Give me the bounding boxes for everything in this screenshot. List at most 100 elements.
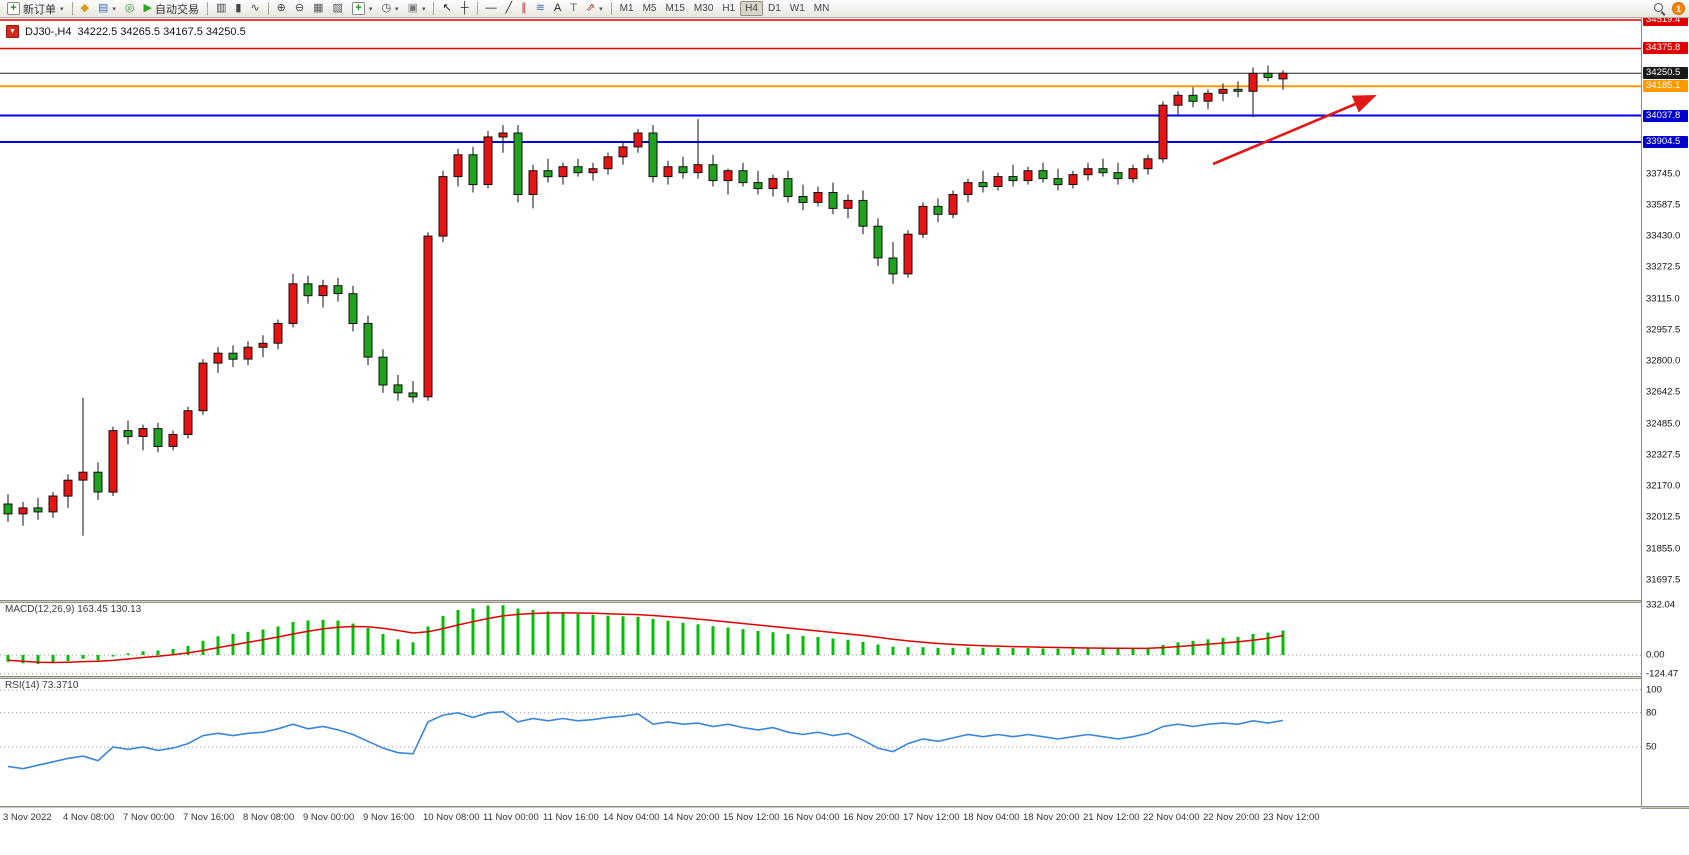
crosshair-button[interactable]: ┼ <box>457 1 473 17</box>
candle <box>588 162 598 181</box>
notification-badge[interactable]: 1 <box>1672 2 1685 15</box>
candle <box>1158 101 1168 163</box>
trendline-button[interactable]: ╱ <box>502 1 517 17</box>
horizontal-line-button[interactable]: — <box>482 1 501 17</box>
timeframe-w1-button[interactable]: W1 <box>786 1 809 16</box>
timeframe-h4-button[interactable]: H4 <box>740 1 763 16</box>
indicators-button[interactable]: + ▾ <box>348 1 377 17</box>
candle <box>693 119 703 179</box>
profiles-button[interactable]: ▤ ▾ <box>94 1 120 17</box>
arrange-windows-icon: ▧ <box>332 2 343 14</box>
timeframe-mn-button[interactable]: MN <box>810 1 834 16</box>
candle <box>453 148 463 187</box>
zoom-in-icon: ⊕ <box>276 2 286 14</box>
zoom-in-button[interactable]: ⊕ <box>273 1 290 17</box>
candle <box>678 156 688 179</box>
timeframe-m30-button[interactable]: M30 <box>690 1 717 16</box>
timeframe-m15-button-label: M15 <box>665 3 685 14</box>
timeframe-m5-button[interactable]: M5 <box>639 1 661 16</box>
time-axis-label: 16 Nov 04:00 <box>783 812 840 823</box>
line-chart-button[interactable]: ∿ <box>246 1 263 17</box>
price-scale-label: 32170.0 <box>1646 480 1681 492</box>
bar-chart-button[interactable]: ▥ <box>212 1 230 17</box>
candle <box>378 349 388 393</box>
fibonacci-button[interactable]: ≋ <box>532 1 549 17</box>
timeframe-m1-button[interactable]: M1 <box>616 1 638 16</box>
time-axis[interactable]: 3 Nov 2022 4 Nov 08:00 7 Nov 00:00 7 Nov 16… <box>0 808 1641 834</box>
zoom-out-icon: ⊖ <box>294 2 305 14</box>
price-scale-label: 31697.5 <box>1646 574 1681 586</box>
candle <box>348 285 358 332</box>
rsi-scale-label: 50 <box>1646 741 1657 753</box>
cursor-button[interactable]: ↖ <box>438 1 455 17</box>
time-axis-label: 10 Nov 08:00 <box>423 812 480 823</box>
navigator-button[interactable]: ◎ <box>121 1 139 17</box>
candle <box>138 424 148 451</box>
time-axis-label: 14 Nov 04:00 <box>603 812 660 823</box>
candle <box>48 492 58 518</box>
candle <box>1263 65 1273 82</box>
timeframe-d1-button[interactable]: D1 <box>764 1 785 16</box>
candle <box>753 170 763 195</box>
candle <box>1128 164 1138 183</box>
line-chart-icon: ∿ <box>250 2 260 14</box>
candle <box>183 406 193 439</box>
trend-arrow-annotation[interactable] <box>1212 94 1377 166</box>
candle <box>1173 91 1183 116</box>
horizontal-line-icon: — <box>485 2 497 14</box>
candle <box>603 152 613 175</box>
templates-button[interactable]: ▣ ▾ <box>404 1 430 17</box>
candle <box>1068 170 1078 189</box>
price-level-label: 34185.1 <box>1643 80 1688 92</box>
candle <box>663 160 673 185</box>
arrow-shapes-button[interactable]: ⇗ ▾ <box>582 1 607 17</box>
candle <box>618 140 628 165</box>
candle <box>318 279 328 308</box>
new-order-button[interactable]: + 新订单 ▾ <box>3 1 68 17</box>
candle <box>288 273 298 328</box>
time-axis-label: 21 Nov 12:00 <box>1083 812 1140 823</box>
toolbar-right: 1 <box>1653 2 1685 15</box>
text-button[interactable]: A <box>550 1 565 17</box>
candle <box>768 174 778 197</box>
text-label-icon: T <box>570 2 577 14</box>
dropdown-caret-icon: ▾ <box>395 5 399 13</box>
time-axis-label: 22 Nov 20:00 <box>1203 812 1260 823</box>
timeframe-m15-button[interactable]: M15 <box>661 1 688 16</box>
new-chart-button[interactable]: ◆ <box>77 1 93 17</box>
channel-button[interactable]: ∥ <box>517 1 531 17</box>
timeframe-h1-button[interactable]: H1 <box>718 1 739 16</box>
candle <box>408 381 418 403</box>
dropdown-caret-icon: ▾ <box>368 5 373 13</box>
price-axis[interactable]: 34519.4 34375.8 34250.5 34185.1 34037.8 33904… <box>1642 14 1689 806</box>
price-scale-label: 33272.5 <box>1646 261 1681 273</box>
candle <box>858 190 868 235</box>
periods-button[interactable]: ◷ ▾ <box>377 1 402 17</box>
text-label-button[interactable]: T <box>566 1 581 17</box>
candle <box>933 198 943 223</box>
price-scale-label: 32957.5 <box>1646 324 1681 336</box>
panel-splitter-macd[interactable] <box>0 600 1689 603</box>
fibonacci-icon: ≋ <box>535 2 545 14</box>
arrange-windows-button[interactable]: ▧ <box>329 1 347 17</box>
candle <box>273 319 283 350</box>
candle <box>798 184 808 211</box>
timeframe-w1-button-label: W1 <box>789 3 805 14</box>
panel-splitter-rsi[interactable] <box>0 676 1689 679</box>
candle <box>1278 70 1288 90</box>
tile-windows-button[interactable]: ▦ <box>309 1 327 17</box>
zoom-out-button[interactable]: ⊖ <box>291 1 308 17</box>
clock-icon: ◷ <box>381 2 392 14</box>
price-level-label: 34250.5 <box>1643 67 1688 79</box>
candle <box>783 170 793 203</box>
price-scale-label: 32012.5 <box>1646 511 1681 523</box>
search-icon[interactable] <box>1653 2 1666 15</box>
candle <box>1113 162 1123 185</box>
candle <box>153 422 163 453</box>
candle <box>1053 168 1063 191</box>
one-click-trading-button[interactable]: ▼ <box>6 25 19 38</box>
price-level-label: 34375.8 <box>1643 42 1688 54</box>
autotrading-button[interactable]: ▶ 自动交易 <box>140 1 203 17</box>
candlestick-chart-button[interactable]: ▮ <box>231 1 245 17</box>
